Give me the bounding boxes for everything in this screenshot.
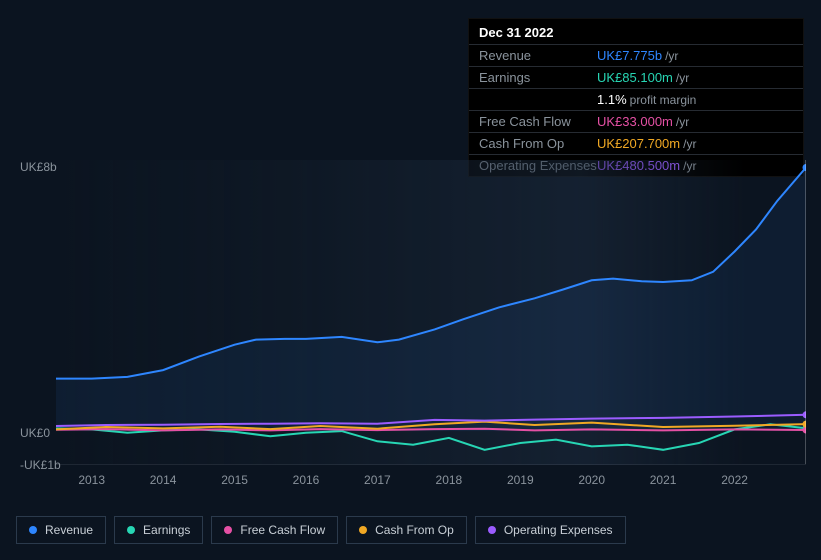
- tooltip-row-value: 1.1%: [597, 92, 627, 107]
- legend-item-fcf[interactable]: Free Cash Flow: [211, 516, 338, 544]
- legend-label: Cash From Op: [375, 523, 454, 537]
- legend: Revenue Earnings Free Cash Flow Cash From O…: [16, 516, 626, 544]
- cursor-line: [805, 160, 806, 464]
- tooltip-row: 1.1%profit margin: [469, 88, 803, 110]
- plot-area[interactable]: [56, 160, 806, 465]
- legend-label: Free Cash Flow: [240, 523, 325, 537]
- legend-dot-icon: [127, 526, 135, 534]
- chart-svg: [56, 160, 806, 465]
- tooltip-row-suffix: /yr: [676, 115, 689, 129]
- tooltip-rows: RevenueUK£7.775b/yrEarningsUK£85.100m/yr…: [469, 44, 803, 176]
- x-tick-label: 2017: [364, 473, 391, 487]
- tooltip-row-value: UK£7.775b: [597, 48, 662, 63]
- x-tick-label: 2014: [150, 473, 177, 487]
- legend-label: Operating Expenses: [504, 523, 613, 537]
- tooltip-row-value: UK£85.100m: [597, 70, 673, 85]
- x-tick-label: 2013: [78, 473, 105, 487]
- tooltip-row-suffix: /yr: [676, 71, 689, 85]
- tooltip-row-value: UK£207.700m: [597, 136, 680, 151]
- x-tick-label: 2016: [293, 473, 320, 487]
- y-tick-label: -UK£1b: [20, 458, 61, 472]
- y-tick-label: UK£0: [20, 426, 50, 440]
- tooltip-date: Dec 31 2022: [469, 19, 803, 44]
- x-tick-label: 2020: [578, 473, 605, 487]
- legend-item-opex[interactable]: Operating Expenses: [475, 516, 626, 544]
- tooltip-row-suffix: /yr: [665, 49, 678, 63]
- tooltip-row-suffix: /yr: [683, 137, 696, 151]
- tooltip-row-label: Earnings: [479, 70, 597, 85]
- x-tick-label: 2015: [221, 473, 248, 487]
- legend-dot-icon: [29, 526, 37, 534]
- tooltip-row: Free Cash FlowUK£33.000m/yr: [469, 110, 803, 132]
- x-tick-label: 2022: [721, 473, 748, 487]
- legend-item-earnings[interactable]: Earnings: [114, 516, 203, 544]
- chart-tooltip: Dec 31 2022 RevenueUK£7.775b/yrEarningsU…: [468, 18, 804, 177]
- legend-item-cfo[interactable]: Cash From Op: [346, 516, 467, 544]
- tooltip-row-suffix: profit margin: [630, 93, 697, 107]
- tooltip-row-label: Revenue: [479, 48, 597, 63]
- x-tick-label: 2021: [650, 473, 677, 487]
- legend-label: Revenue: [45, 523, 93, 537]
- tooltip-row: RevenueUK£7.775b/yr: [469, 44, 803, 66]
- legend-dot-icon: [359, 526, 367, 534]
- tooltip-row-label: Cash From Op: [479, 136, 597, 151]
- tooltip-row-value: UK£33.000m: [597, 114, 673, 129]
- legend-dot-icon: [224, 526, 232, 534]
- x-tick-label: 2019: [507, 473, 534, 487]
- x-tick-label: 2018: [436, 473, 463, 487]
- tooltip-row: Cash From OpUK£207.700m/yr: [469, 132, 803, 154]
- y-tick-label: UK£8b: [20, 160, 57, 174]
- tooltip-row: EarningsUK£85.100m/yr: [469, 66, 803, 88]
- legend-item-revenue[interactable]: Revenue: [16, 516, 106, 544]
- legend-dot-icon: [488, 526, 496, 534]
- legend-label: Earnings: [143, 523, 190, 537]
- tooltip-row-label: Free Cash Flow: [479, 114, 597, 129]
